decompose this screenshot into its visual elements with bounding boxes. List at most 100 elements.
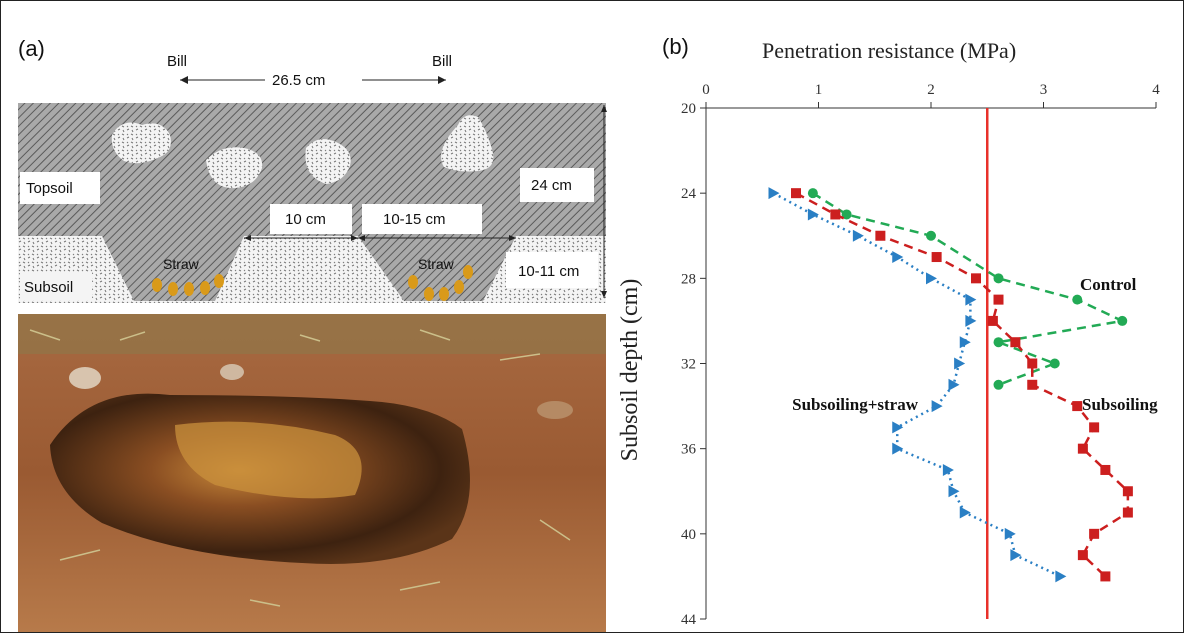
- point-subsoiling-15: [1122, 507, 1133, 518]
- point-control-1: [841, 209, 852, 220]
- depth-subsoil-box: [506, 252, 598, 288]
- point-subsoiling-3: [931, 252, 942, 263]
- chart-title: Penetration resistance (MPa): [762, 38, 1016, 63]
- point-control-0: [807, 188, 818, 199]
- panel-a-drawing: (a) Bill Bill 26.5 cm Topsoil 24 cm 10 c…: [18, 36, 607, 632]
- point-subsoiling-straw-2: [852, 229, 864, 242]
- point-subsoiling-straw-8: [954, 357, 966, 370]
- series-line-control: [812, 192, 1127, 386]
- field-photo: [18, 314, 606, 632]
- y-axis-label: Subsoil depth (cm): [617, 279, 643, 462]
- point-subsoiling-straw-1: [807, 208, 819, 221]
- point-subsoiling-straw-7: [959, 336, 971, 349]
- straw-label-left: Straw: [163, 256, 200, 272]
- y-tick-label-3: 32: [681, 357, 696, 373]
- series-group: [768, 187, 1133, 583]
- point-subsoiling-18: [1100, 571, 1111, 582]
- point-subsoiling-straw-10: [931, 400, 943, 413]
- point-subsoiling-12: [1077, 443, 1088, 454]
- spacing-label: 26.5 cm: [272, 72, 325, 89]
- panel-b: (b) Penetration resistance (MPa) Subsoil…: [612, 0, 1184, 633]
- straw-pieces-right: [408, 265, 473, 301]
- bill-left-label: Bill: [167, 53, 187, 70]
- clod-4: [441, 115, 494, 172]
- panel-b-label: (b): [662, 34, 689, 59]
- bill-arrow-right-head: [438, 76, 446, 84]
- depth-topsoil-box: [520, 168, 594, 202]
- width-dim-head-r: [509, 235, 516, 241]
- point-control-6: [993, 337, 1004, 348]
- series-label-subsoiling-straw: Subsoiling+straw: [792, 395, 919, 414]
- point-control-7: [1049, 358, 1060, 369]
- straw-label-right: Straw: [418, 256, 455, 272]
- width-bottom-box: [270, 204, 352, 234]
- point-subsoiling-4: [971, 273, 981, 284]
- depth-subsoil-label: 10-11 cm: [518, 263, 579, 280]
- point-subsoiling-2: [875, 230, 886, 241]
- point-subsoiling-straw-18: [1055, 570, 1067, 583]
- penetration-chart: (b) Penetration resistance (MPa) Subsoil…: [617, 34, 1160, 628]
- clod-2: [206, 147, 263, 189]
- y-tick-label-5: 40: [681, 527, 696, 543]
- y-tick-label-6: 44: [681, 612, 697, 628]
- width-dim-head-l: [244, 235, 251, 241]
- point-subsoiling-straw-6: [965, 314, 977, 327]
- series-label-control: Control: [1080, 275, 1137, 294]
- y-tick-label-0: 20: [681, 101, 696, 117]
- point-subsoiling-straw-3: [892, 251, 904, 264]
- topsoil-label-box: [20, 172, 100, 204]
- point-subsoiling-straw-12: [892, 442, 904, 455]
- straw-pieces-left: [152, 274, 224, 296]
- axes: 0 1 2 3 4 20 24 28 32 36 40 44: [681, 82, 1160, 628]
- x-tick-label-4: 4: [1152, 82, 1160, 98]
- point-subsoiling-10: [1072, 401, 1083, 412]
- x-tick-label-3: 3: [1040, 82, 1048, 98]
- series-line-subsoiling-straw: [772, 192, 1061, 578]
- y-tick-label-4: 36: [681, 442, 697, 458]
- point-subsoiling-straw-16: [1004, 527, 1016, 540]
- point-subsoiling-straw-4: [926, 272, 937, 285]
- point-subsoiling-straw-9: [948, 378, 960, 391]
- point-subsoiling-straw-11: [892, 421, 904, 434]
- series-line-subsoiling: [795, 192, 1130, 578]
- point-subsoiling-straw-5: [965, 293, 977, 306]
- width-bottom-label: 10 cm: [285, 211, 326, 228]
- x-tick-label-1: 1: [815, 82, 823, 98]
- point-control-8: [993, 379, 1004, 390]
- series-label-subsoiling: Subsoiling: [1082, 395, 1158, 414]
- point-subsoiling-straw-0: [768, 187, 780, 200]
- width-top-box: [362, 204, 482, 234]
- panel-a: (a) Bill Bill 26.5 cm Topsoil 24 cm 10 c…: [18, 36, 607, 632]
- clod-3: [305, 139, 351, 184]
- point-subsoiling-5: [993, 294, 1004, 305]
- point-subsoiling-11: [1089, 422, 1100, 433]
- panel-a-label: (a): [18, 36, 45, 61]
- clod-1: [111, 122, 171, 164]
- y-tick-label-2: 28: [681, 271, 696, 287]
- point-subsoiling-17: [1077, 550, 1088, 561]
- point-control-3: [993, 273, 1004, 284]
- point-subsoiling-9: [1027, 379, 1038, 390]
- width-top-label: 10-15 cm: [383, 211, 446, 228]
- topsoil-label: Topsoil: [26, 180, 73, 197]
- bill-arrow-left-head: [180, 76, 188, 84]
- point-subsoiling-16: [1089, 528, 1100, 539]
- point-control-4: [1072, 294, 1083, 305]
- point-subsoiling-8: [1027, 358, 1038, 369]
- x-tick-label-0: 0: [702, 82, 710, 98]
- series-label-group: Control Subsoiling Subsoiling+straw: [792, 275, 1158, 414]
- x-tick-label-2: 2: [927, 82, 935, 98]
- point-subsoiling-0: [791, 188, 801, 199]
- bill-right-label: Bill: [432, 53, 452, 70]
- point-subsoiling-straw-17: [1010, 549, 1022, 562]
- point-control-2: [926, 230, 936, 241]
- y-tick-label-1: 24: [681, 186, 697, 202]
- point-subsoiling-1: [830, 209, 841, 220]
- point-subsoiling-6: [987, 315, 998, 326]
- subsoil-label: Subsoil: [24, 279, 73, 296]
- point-subsoiling-straw-15: [959, 506, 971, 519]
- point-subsoiling-13: [1100, 464, 1111, 475]
- width-dim-head-mid: [351, 235, 365, 241]
- point-control-5: [1117, 315, 1128, 326]
- point-subsoiling-7: [1010, 337, 1021, 348]
